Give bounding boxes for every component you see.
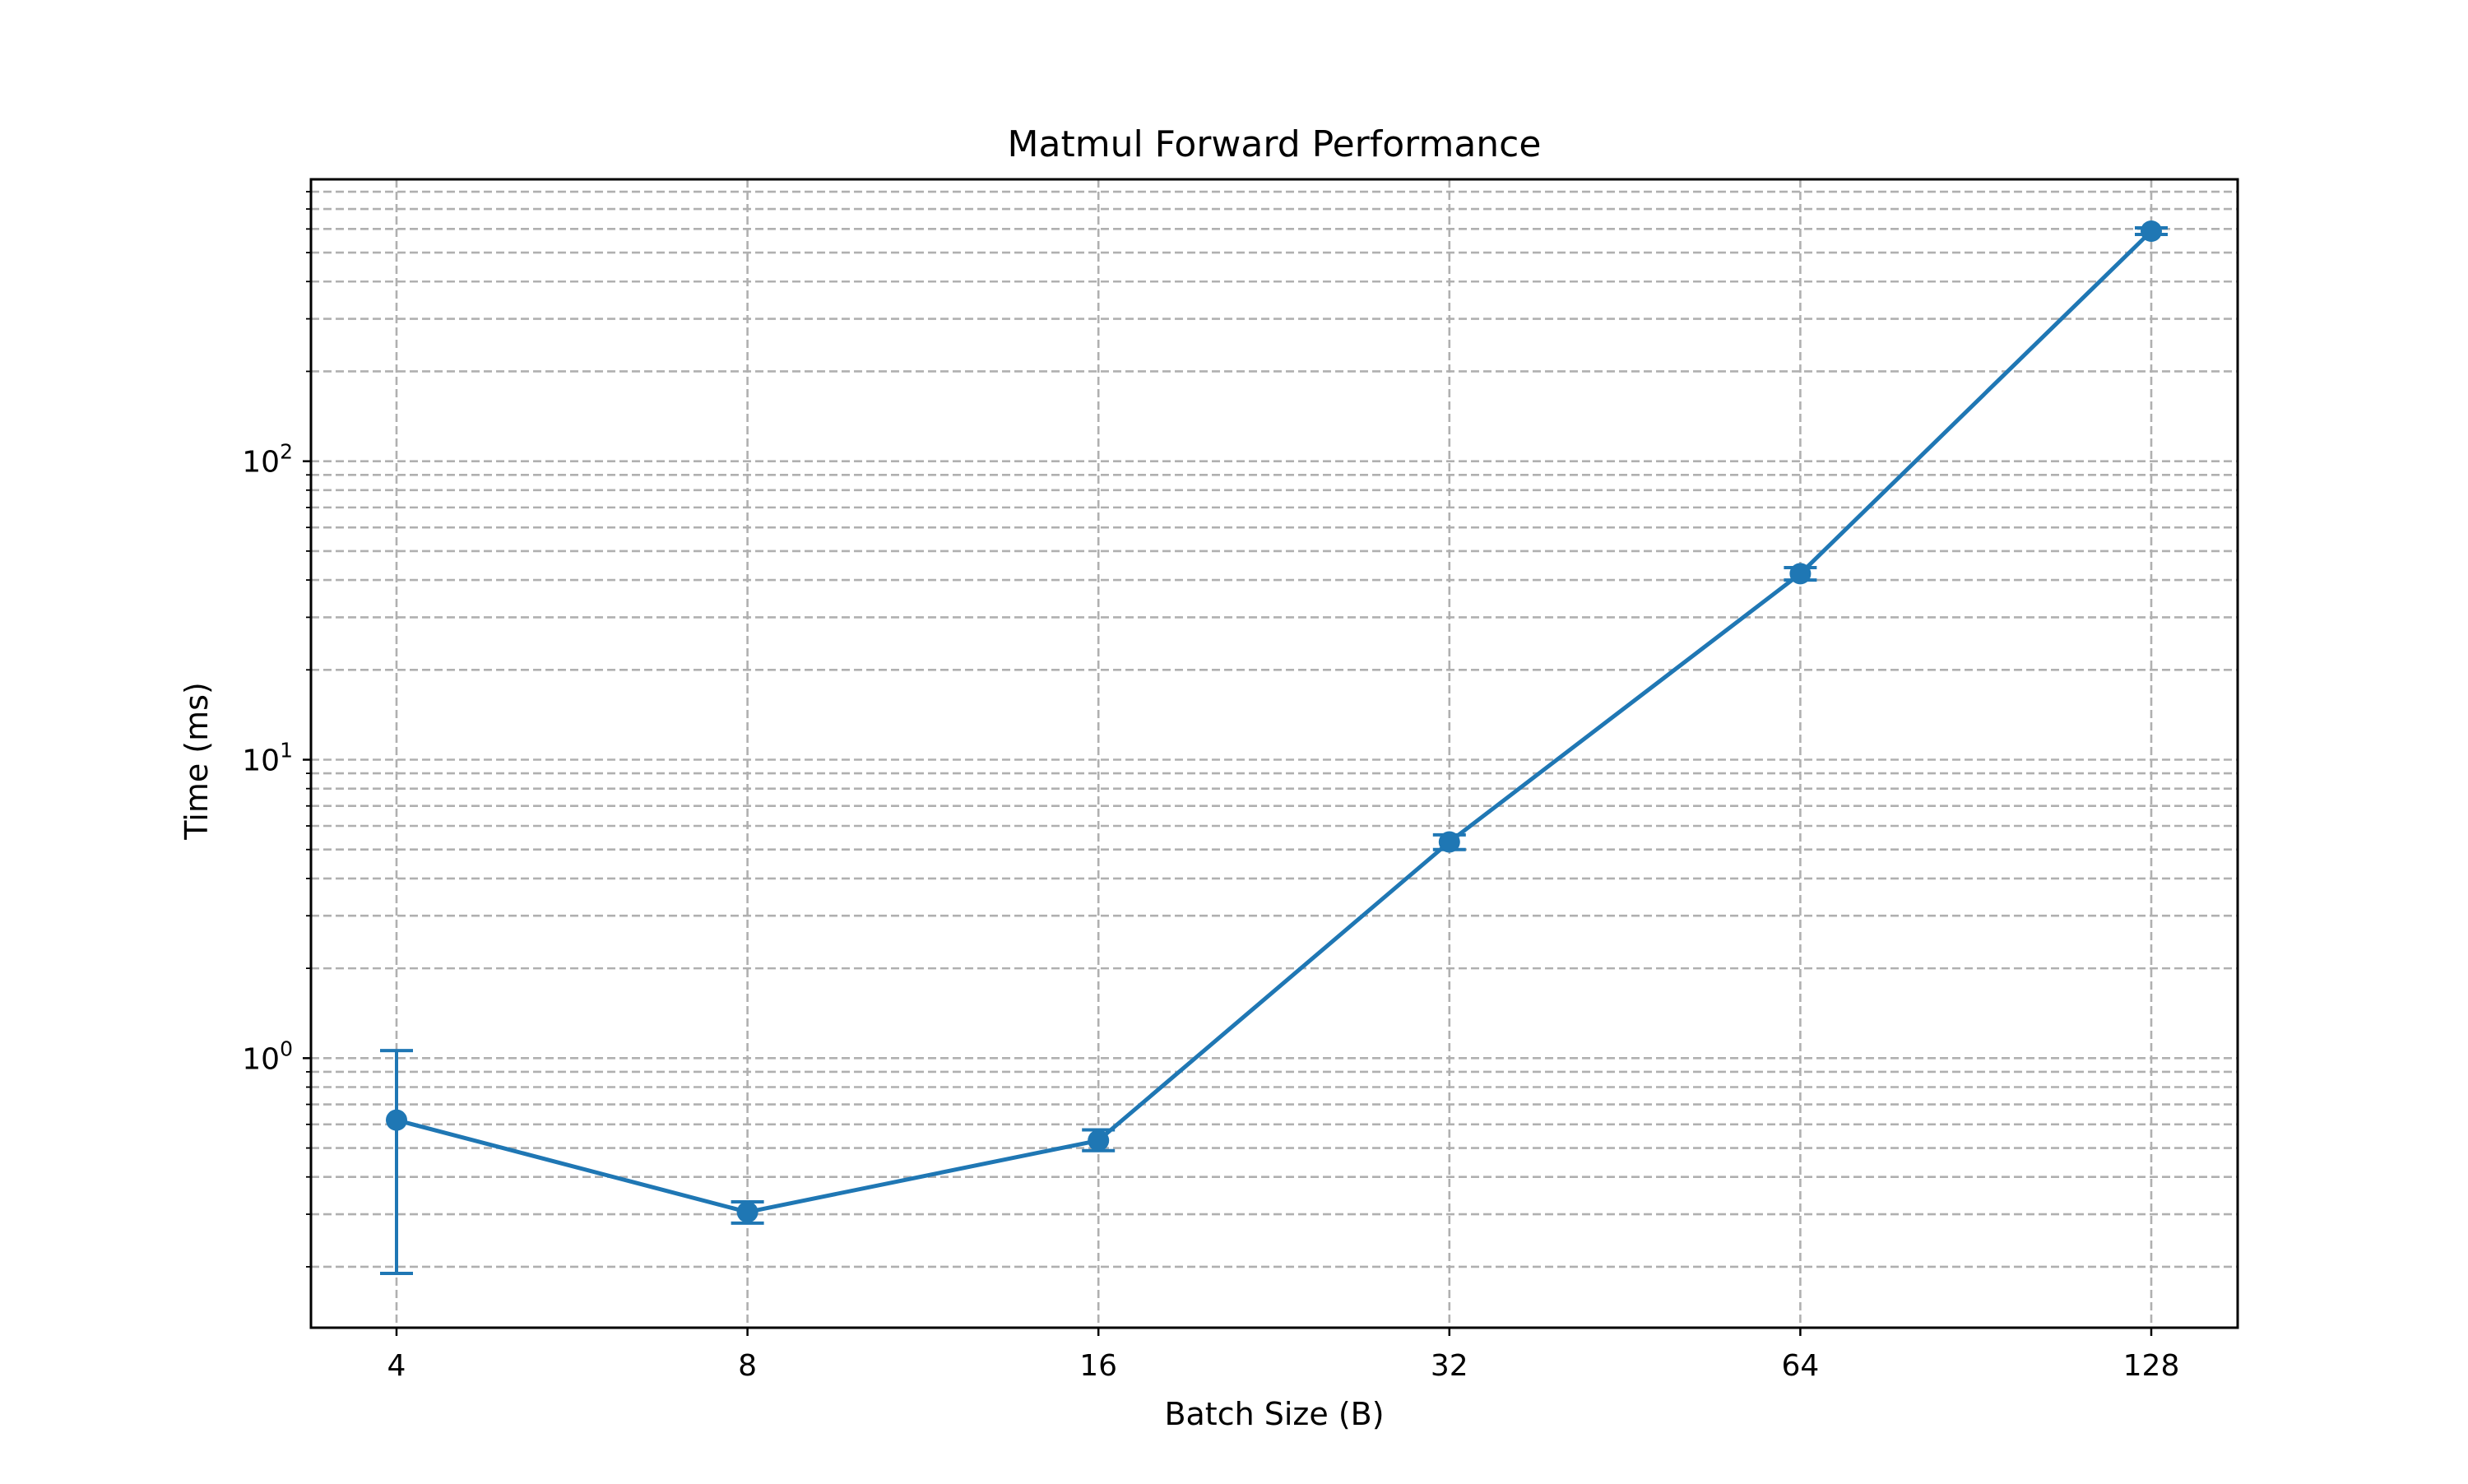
x-tick-label: 8 [738,1349,757,1383]
series-line [396,230,2153,1214]
y-axis-label: Time (ms) [179,682,215,841]
data-point [386,1109,407,1131]
data-point [1789,563,1812,585]
x-tick-label: 128 [2123,1349,2180,1383]
x-tick-label: 4 [387,1349,406,1383]
x-tick-label: 16 [1079,1349,1117,1383]
x-tick-label: 32 [1431,1349,1468,1383]
series-layer [380,220,2168,1276]
x-axis-label: Batch Size (B) [1164,1396,1384,1432]
grid-layer [311,179,2238,1328]
data-point [1438,831,1460,853]
y-tick-label: 101 [242,739,293,778]
ticks-layer: 4 8 16 32 64 128 100 101 102 [242,191,2180,1383]
plot-frame [309,178,2239,1329]
x-tick-label: 64 [1781,1349,1819,1383]
y-tick-label: 102 [242,440,293,480]
data-point [1088,1129,1110,1152]
data-point [2141,220,2162,242]
chart-title: Matmul Forward Performance [1008,123,1542,165]
data-point [736,1201,758,1223]
y-tick-label: 100 [242,1036,293,1076]
